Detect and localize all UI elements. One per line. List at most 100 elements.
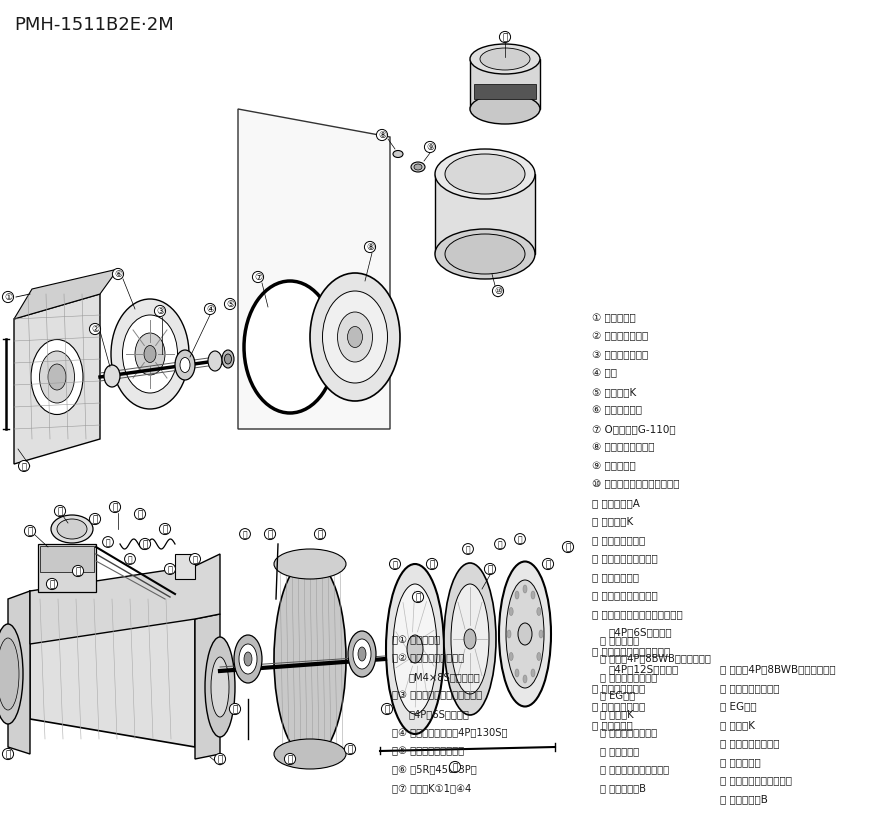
Ellipse shape — [274, 549, 346, 579]
Text: ④: ④ — [206, 305, 214, 314]
Text: ㉛: ㉛ — [545, 560, 551, 569]
Text: ㉑: ㉑ — [163, 525, 168, 534]
Bar — [38, 544, 96, 592]
Ellipse shape — [239, 644, 257, 674]
Text: ⑻ ロータ組品: ⑻ ロータ組品 — [600, 745, 639, 755]
Ellipse shape — [144, 346, 156, 363]
Ellipse shape — [435, 230, 535, 280]
Ellipse shape — [322, 292, 387, 384]
Text: ⑰ コンデンサーカバー止めネジ: ⑰ コンデンサーカバー止めネジ — [592, 609, 683, 619]
Ellipse shape — [414, 165, 422, 171]
Text: ⑧: ⑧ — [366, 243, 374, 252]
Text: ⑸ ロータK: ⑸ ロータK — [720, 719, 755, 729]
Text: ⑹ ロータK: ⑹ ロータK — [600, 708, 634, 718]
Ellipse shape — [274, 559, 346, 759]
Ellipse shape — [244, 653, 252, 667]
Text: ㉛: ㉛ — [497, 540, 503, 549]
Text: ⑴ 電源コード: ⑴ 電源コード — [592, 719, 633, 729]
Text: PMH-1511B2E·2M: PMH-1511B2E·2M — [14, 16, 174, 34]
Text: ㉖: ㉖ — [385, 705, 390, 714]
Ellipse shape — [0, 644, 17, 704]
Polygon shape — [195, 614, 220, 759]
Text: ⑰: ⑰ — [138, 510, 143, 519]
Ellipse shape — [515, 591, 519, 600]
Ellipse shape — [411, 163, 425, 173]
Text: ㉓: ㉓ — [233, 705, 238, 714]
Text: ①: ① — [4, 293, 12, 302]
Ellipse shape — [353, 639, 371, 669]
Ellipse shape — [470, 95, 540, 125]
Ellipse shape — [347, 327, 362, 348]
Text: （4P＋12Sセムス）: （4P＋12Sセムス） — [608, 664, 678, 674]
Text: マ⑦ モータK①1～④4: マ⑦ モータK①1～④4 — [392, 782, 472, 792]
Text: ㉜: ㉜ — [518, 535, 522, 544]
Ellipse shape — [509, 608, 513, 616]
Text: ⑭ コンデンサー支持板: ⑭ コンデンサー支持板 — [592, 552, 658, 563]
Text: ㉜: ㉜ — [566, 543, 571, 552]
Text: （M4×8Sクボミ先）: （M4×8Sクボミ先） — [408, 672, 480, 681]
Text: ⑵ ネジ（4P＋8BWB）（アース）: ⑵ ネジ（4P＋8BWB）（アース） — [720, 664, 836, 674]
Ellipse shape — [31, 340, 83, 415]
Text: ⑪ ブラケットA: ⑪ ブラケットA — [592, 497, 640, 508]
Text: ⑲: ⑲ — [50, 580, 55, 589]
Ellipse shape — [208, 351, 222, 371]
Ellipse shape — [499, 562, 551, 706]
Ellipse shape — [244, 282, 336, 414]
Text: ⑧: ⑧ — [378, 131, 386, 141]
Text: （4P＋6Sセムス）: （4P＋6Sセムス） — [408, 708, 469, 718]
Text: ⑦ Oリング（G-110）: ⑦ Oリング（G-110） — [592, 423, 676, 433]
Ellipse shape — [222, 351, 234, 369]
Text: ⑬: ⑬ — [112, 503, 118, 512]
Text: ⑮ コンデンサー: ⑮ コンデンサー — [592, 571, 639, 581]
Ellipse shape — [445, 235, 525, 275]
Text: マ⑥ （5R＋45U 3P）: マ⑥ （5R＋45U 3P） — [392, 763, 477, 773]
Ellipse shape — [518, 624, 532, 645]
Text: ㉚: ㉚ — [429, 560, 435, 569]
Ellipse shape — [393, 585, 437, 715]
Polygon shape — [30, 554, 220, 644]
Text: ⑶ ボールベアリング: ⑶ ボールベアリング — [720, 682, 780, 692]
Text: ⑵ 電源コード: ⑵ 電源コード — [600, 634, 639, 644]
Text: ⑹ ボールベアリング: ⑹ ボールベアリング — [720, 738, 780, 748]
Text: ⑩: ⑩ — [494, 287, 502, 296]
Text: ⑷ EGピン: ⑷ EGピン — [720, 700, 757, 710]
Polygon shape — [238, 110, 390, 429]
Text: ⑺ ボールベアリング: ⑺ ボールベアリング — [600, 727, 657, 737]
Text: マ② 外扇ファン止めネジ: マ② 外扇ファン止めネジ — [392, 653, 464, 662]
Text: ⑭: ⑭ — [503, 33, 508, 42]
Text: ⑯: ⑯ — [106, 538, 110, 547]
Ellipse shape — [274, 739, 346, 769]
Ellipse shape — [247, 285, 333, 409]
Ellipse shape — [205, 638, 235, 737]
Ellipse shape — [180, 358, 190, 373]
Polygon shape — [8, 591, 30, 754]
Text: ⑪: ⑪ — [5, 749, 11, 758]
Text: ⑬ コードブッシュ: ⑬ コードブッシュ — [592, 534, 646, 544]
Text: ㉔: ㉔ — [267, 530, 273, 539]
Text: ⑱: ⑱ — [128, 555, 132, 564]
Ellipse shape — [445, 155, 525, 195]
Ellipse shape — [531, 591, 535, 600]
Ellipse shape — [348, 631, 376, 677]
Text: ① ケーシング: ① ケーシング — [592, 313, 636, 323]
Text: マ① 外扇ファン: マ① 外扇ファン — [392, 634, 440, 644]
Bar — [175, 554, 195, 579]
Text: ⑯: ⑯ — [58, 507, 63, 516]
Text: ⑧ バックケーシング: ⑧ バックケーシング — [592, 442, 654, 452]
Ellipse shape — [470, 45, 540, 75]
Ellipse shape — [111, 299, 189, 409]
Text: ③ ポンプシャフト: ③ ポンプシャフト — [592, 350, 648, 360]
Ellipse shape — [523, 675, 527, 683]
Text: ⑫ フレームK: ⑫ フレームK — [592, 516, 633, 526]
Text: ㉝: ㉝ — [168, 565, 172, 574]
Ellipse shape — [515, 669, 519, 677]
Ellipse shape — [225, 355, 232, 365]
Ellipse shape — [123, 316, 178, 394]
Text: ㉒: ㉒ — [142, 540, 147, 549]
Text: ⑩ マグネットハウジング組品: ⑩ マグネットハウジング組品 — [592, 479, 679, 489]
Text: ⑦: ⑦ — [254, 273, 262, 282]
Text: ㉚: ㉚ — [465, 545, 471, 554]
Text: ㉗: ㉗ — [347, 744, 353, 753]
Ellipse shape — [464, 629, 476, 649]
Text: ⑥: ⑥ — [114, 270, 122, 280]
